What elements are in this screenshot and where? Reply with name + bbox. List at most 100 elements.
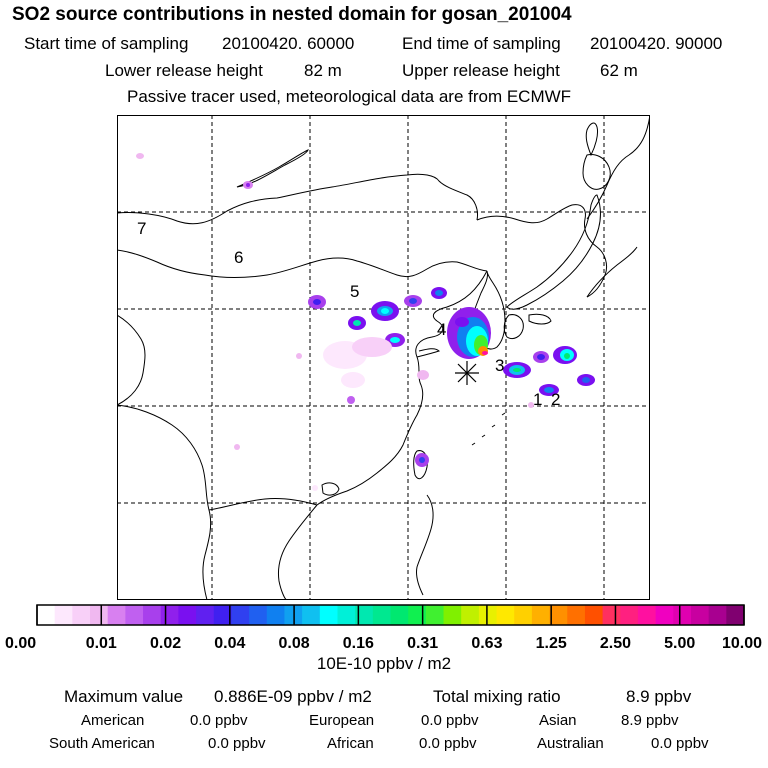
lower-height-value: 82 m	[304, 61, 342, 80]
region-label: 1	[533, 390, 542, 409]
plume-blob	[513, 368, 521, 372]
colorbar-cell	[125, 605, 144, 625]
colorbar-cell	[425, 605, 445, 625]
colorbar-cell	[408, 605, 427, 625]
region-label: 4	[437, 320, 446, 339]
plume-blob	[352, 337, 392, 357]
colorbar-cell	[160, 605, 179, 625]
max-value: 0.886E-09 ppbv / m2	[214, 687, 372, 706]
plume-blob	[312, 485, 318, 491]
island-shikoku	[528, 313, 552, 325]
region-value: 0.0 ppbv	[651, 735, 709, 752]
plume-blob	[537, 354, 545, 360]
colorbar-tick-label: 0.31	[407, 635, 438, 652]
colorbar-cell	[637, 605, 657, 625]
region-value: 0.0 ppbv	[421, 712, 479, 729]
plume-blob	[419, 457, 425, 463]
map-frame	[117, 115, 650, 600]
total-mixing-value: 8.9 ppbv	[626, 687, 692, 706]
region-label: 6	[234, 248, 243, 267]
colorbar-cell	[690, 605, 710, 625]
plume-blob	[564, 353, 570, 359]
colorbar-cell	[708, 605, 727, 625]
colorbar-cell	[584, 605, 604, 625]
colorbar-cell	[266, 605, 285, 625]
plume-blob	[136, 153, 144, 159]
source-contribution-map: 7 6 5 4 3 1 2	[117, 115, 650, 600]
plume-blob	[435, 290, 443, 296]
region-label: 7	[137, 219, 146, 238]
plume-blob	[347, 396, 355, 404]
region-label: 3	[495, 356, 504, 375]
island-hainan	[321, 482, 340, 496]
colorbar-tick-label: 0.08	[279, 635, 310, 652]
border-china-russia-east	[476, 204, 608, 298]
colorbar-tick-label: 5.00	[664, 635, 695, 652]
colorbar-cell	[443, 605, 462, 625]
region-value: 8.9 ppbv	[621, 712, 679, 729]
lake-baikal	[236, 149, 309, 188]
colorbar-tick-label: 0.04	[214, 635, 245, 652]
colorbar-cell	[549, 605, 568, 625]
colorbar-cell	[726, 605, 745, 625]
colorbar-tick-labels: 0.00 0.01 0.02 0.04 0.08 0.16 0.31 0.63 1.25 2.50…	[5, 635, 762, 652]
colorbar-frame	[36, 604, 745, 626]
lower-height-label: Lower release height	[105, 61, 263, 80]
color-scale-bar: 0.00 0.01 0.02 0.04 0.08 0.16 0.31 0.63 1.25 2.50…	[5, 604, 762, 652]
colorbar-cell	[372, 605, 391, 625]
coast-china-east	[316, 270, 488, 506]
start-time-value: 20100420. 60000	[222, 34, 355, 53]
colorbar-cell	[496, 605, 515, 625]
plume-blob	[417, 370, 429, 380]
colorbar-cell	[673, 605, 692, 625]
coast-philippines	[416, 494, 434, 596]
colorbar-cell	[514, 605, 533, 625]
island-honshu	[506, 194, 601, 310]
region-label: 2	[551, 390, 560, 409]
plume-blob	[544, 387, 554, 393]
border-china-west	[117, 314, 146, 406]
colorbar-cell	[319, 605, 338, 625]
border-mongolia-china	[117, 249, 488, 279]
plume-blob	[313, 299, 321, 305]
colorbar-cell	[54, 605, 73, 625]
max-value-label: Maximum value	[64, 687, 184, 706]
colorbar-cell	[37, 605, 56, 625]
region-name: American	[81, 712, 145, 729]
colorbar-cell	[390, 605, 409, 625]
islands-ryukyu	[471, 412, 506, 446]
region-value: 0.0 ppbv	[208, 735, 266, 752]
colorbar-cell	[231, 605, 250, 625]
island-sakhalin	[585, 122, 598, 157]
region-name: Asian	[539, 712, 577, 729]
plume-blob	[482, 351, 488, 355]
colorbar-tick-label: 1.25	[536, 635, 567, 652]
coast-shandong	[416, 348, 440, 358]
upper-height-label: Upper release height	[402, 61, 560, 80]
colorbar-cell	[602, 605, 621, 625]
colorbar-cell	[249, 605, 268, 625]
colorbar-tick-label: 0.01	[86, 635, 117, 652]
coast-primorye	[586, 246, 638, 298]
colorbar-cell	[107, 605, 126, 625]
plume-blob	[455, 317, 469, 327]
plume-contours	[136, 153, 595, 491]
colorbar-cell	[72, 605, 91, 625]
colorbar-cell	[178, 605, 197, 625]
plume-blob	[234, 444, 240, 450]
figure-title: SO2 source contributions in nested domai…	[12, 4, 572, 25]
colorbar-cell	[620, 605, 639, 625]
region-name: European	[309, 712, 375, 729]
plume-blob	[296, 353, 302, 359]
asterisk-icon	[455, 361, 479, 385]
colorbar-cell	[531, 605, 551, 625]
colorbar-cell	[567, 605, 586, 625]
border-mongolia-russia	[117, 173, 478, 225]
island-kyushu	[503, 314, 524, 340]
island-hokkaido	[582, 154, 611, 190]
colorbar-unit-label: 10E-10 ppbv / m2	[316, 654, 452, 673]
end-time-value: 20100420. 90000	[590, 34, 723, 53]
coast-korea	[470, 270, 506, 350]
colorbar-tick-label: 0.00	[5, 635, 36, 652]
colorbar-tick-label: 0.16	[343, 635, 374, 652]
